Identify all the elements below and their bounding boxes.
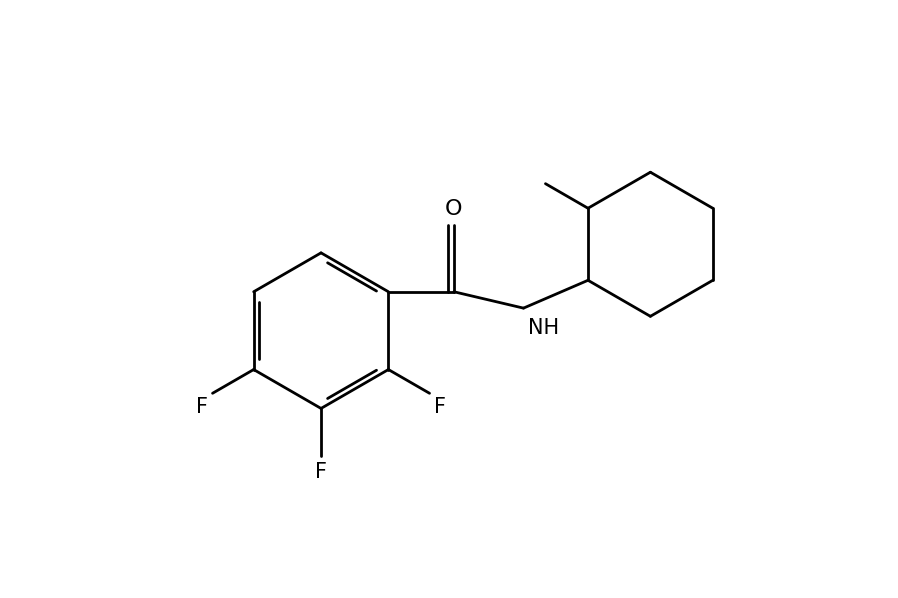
Text: F: F — [315, 462, 327, 483]
Text: F: F — [435, 396, 446, 417]
Text: NH: NH — [528, 318, 559, 338]
Text: F: F — [196, 396, 207, 417]
Text: O: O — [445, 199, 462, 219]
